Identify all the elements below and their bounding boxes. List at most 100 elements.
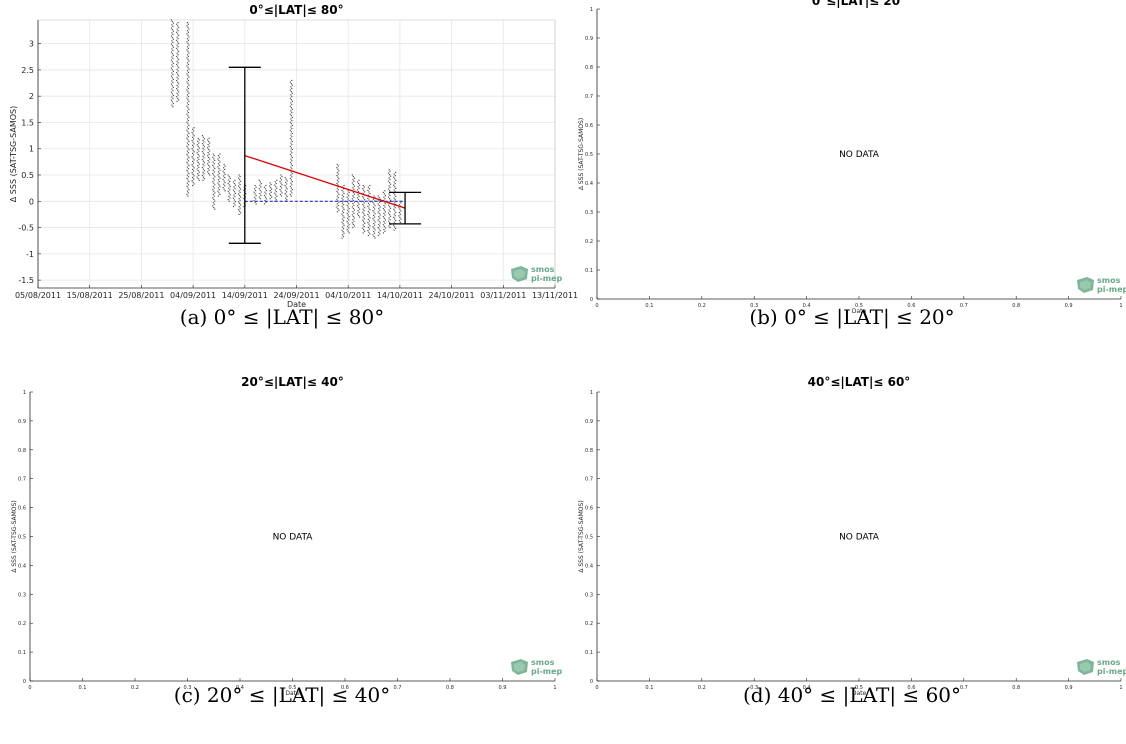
scatter-point [171,88,173,90]
scatter-point [227,174,229,176]
scatter-point [170,99,173,101]
scatter-point [201,166,204,169]
scatter-point [223,167,225,169]
scatter-point [346,196,348,198]
scatter-point [291,172,293,175]
scatter-point [193,135,195,137]
scatter-point [289,121,291,123]
scatter-point [186,30,189,32]
scatter-point [337,189,339,191]
scatter-point [347,193,349,195]
scatter-point [193,127,195,129]
scatter-point [213,190,215,192]
scatter-point [193,162,195,164]
scatter-point [336,190,338,192]
scatter-point [382,224,384,226]
scatter-point [358,208,361,210]
scatter-point [341,210,344,212]
scatter-point [203,170,206,172]
scatter-point [336,167,338,169]
scatter-point [388,182,391,184]
scatter-point [341,218,344,220]
scatter-point [291,92,293,94]
scatter-point [394,175,396,177]
scatter-point [187,171,189,173]
scatter-point [352,226,354,229]
scatter-point [357,214,360,217]
scatter-point [290,179,292,181]
scatter-point [222,178,224,180]
scatter-point [176,73,179,75]
scatter-point [258,179,260,181]
scatter-point [187,103,190,106]
scatter-point [291,95,293,98]
scatter-point [387,220,390,222]
scatter-point [188,132,190,135]
y-tick-label: 0.8 [585,65,593,71]
scatter-point [373,200,376,202]
scatter-point [389,226,391,229]
scatter-point [201,142,204,145]
scatter-point [172,86,175,89]
scatter-point [336,206,338,208]
y-tick-label: 0.3 [585,210,593,216]
scatter-point [274,181,276,183]
scatter-point [175,87,178,90]
scatter-point [346,204,348,206]
scatter-point [192,152,194,155]
scatter-point [172,102,175,105]
scatter-point [203,173,205,175]
scatter-point [208,145,210,147]
scatter-point [198,166,200,168]
scatter-point [198,155,200,157]
y-axis-label: Δ SSS (SAT-TSG-SAMOS) [11,500,18,572]
scatter-point [389,207,392,209]
scatter-point [186,65,188,67]
scatter-point [228,195,230,197]
scatter-point [291,87,293,90]
scatter-point [398,220,400,222]
scatter-point [400,218,402,220]
scatter-point [186,169,188,171]
scatter-point [372,201,374,204]
scatter-point [347,206,349,208]
scatter-point [351,206,353,208]
scatter-point [367,213,369,216]
scatter-point [188,36,190,38]
scatter-point [384,211,386,213]
figure-caption-d: (d) 40° ≤ |LAT| ≤ 60° [743,683,961,708]
scatter-point [373,224,376,226]
x-tick-label: 0.1 [79,685,87,691]
scatter-point [208,169,210,171]
scatter-point [383,212,385,215]
scatter-point [291,128,293,130]
scatter-point [373,227,375,229]
scatter-point [218,192,220,194]
scatter-point [368,223,370,225]
scatter-point [217,171,220,173]
scatter-point [389,178,391,180]
scatter-point [172,98,174,100]
scatter-point [393,200,395,202]
scatter-point [341,237,343,239]
scatter-point [387,196,390,198]
scatter-point [176,68,178,70]
scatter-point [212,185,214,188]
scatter-point [389,199,392,201]
scatter-point [234,201,237,203]
scatter-point [352,191,354,194]
scatter-point [175,71,178,74]
scatter-point [218,172,221,175]
x-tick-label: 0.8 [446,685,454,691]
scatter-point [218,167,220,170]
y-tick-label: 0.7 [585,94,593,100]
scatter-point [347,217,349,219]
scatter-point [275,194,277,196]
scatter-point [369,225,371,227]
scatter-point [343,184,345,187]
y-tick-label: 0.5 [21,171,34,180]
scatter-point [238,198,240,200]
scatter-point [337,204,339,207]
scatter-point [290,110,292,112]
